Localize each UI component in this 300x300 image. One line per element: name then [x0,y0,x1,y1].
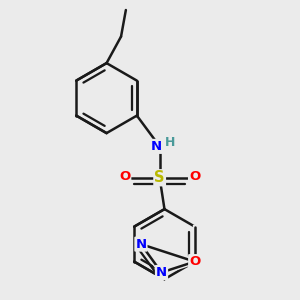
Text: H: H [165,136,176,149]
Text: N: N [156,266,167,279]
Text: N: N [135,238,146,250]
Text: O: O [189,170,200,183]
Text: O: O [119,170,130,183]
Text: O: O [189,255,200,268]
Text: S: S [154,170,165,185]
Text: N: N [151,140,162,153]
